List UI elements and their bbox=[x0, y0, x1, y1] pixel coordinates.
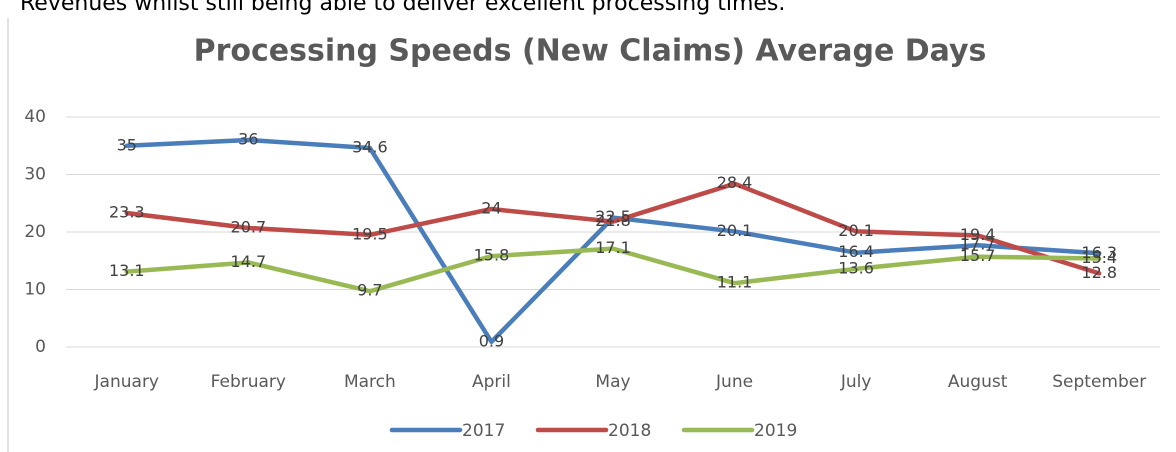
data-label: 23.3 bbox=[109, 203, 145, 222]
x-tick-label: July bbox=[840, 372, 872, 392]
series-line bbox=[124, 137, 1102, 345]
data-label: 16.3 bbox=[1081, 243, 1117, 262]
data-label: 14.7 bbox=[231, 252, 267, 271]
data-label: 19.5 bbox=[352, 224, 388, 243]
x-tick-label: May bbox=[595, 372, 630, 392]
data-label: 16.4 bbox=[838, 242, 874, 261]
data-label: 15.8 bbox=[474, 246, 510, 265]
chart-title: Processing Speeds (New Claims) Average D… bbox=[194, 34, 987, 69]
data-label: 13.1 bbox=[109, 261, 145, 280]
data-label: 19.4 bbox=[960, 225, 996, 244]
x-tick-label: January bbox=[94, 372, 159, 392]
data-label: 21.8 bbox=[595, 211, 631, 230]
data-label: 34.6 bbox=[352, 138, 388, 157]
data-label: 17.1 bbox=[595, 238, 631, 257]
data-label: 15.7 bbox=[960, 246, 996, 265]
x-tick-label: August bbox=[948, 372, 1008, 392]
data-label: 22.5 bbox=[595, 207, 631, 226]
data-label: 13.6 bbox=[838, 258, 874, 277]
x-tick-label: June bbox=[715, 372, 753, 392]
data-label: 28.4 bbox=[717, 173, 753, 192]
data-label: 20.1 bbox=[717, 221, 753, 240]
series-line bbox=[124, 246, 1102, 294]
data-label: 24 bbox=[481, 199, 501, 218]
data-label: 12.8 bbox=[1081, 263, 1117, 282]
data-label: 11.1 bbox=[717, 273, 753, 292]
data-label: 15.4 bbox=[1081, 248, 1117, 267]
y-tick-label: 40 bbox=[24, 107, 46, 127]
y-tick-label: 10 bbox=[24, 280, 46, 300]
data-label: 17.7 bbox=[960, 235, 996, 254]
legend-label: 2018 bbox=[608, 421, 651, 441]
x-tick-label: February bbox=[211, 372, 286, 392]
data-label: 36 bbox=[238, 130, 258, 149]
data-label: 20.7 bbox=[231, 217, 267, 236]
data-label: 9.7 bbox=[357, 281, 382, 300]
legend-label: 2019 bbox=[754, 421, 797, 441]
intro-text: Revenues whilst still being able to deli… bbox=[20, 0, 785, 16]
legend-label: 2017 bbox=[462, 421, 505, 441]
y-tick-label: 20 bbox=[24, 222, 46, 242]
data-label: 35 bbox=[117, 135, 137, 154]
x-tick-label: September bbox=[1052, 372, 1146, 392]
x-tick-label: March bbox=[344, 372, 396, 392]
data-label: 20.1 bbox=[838, 221, 874, 240]
y-tick-label: 0 bbox=[35, 337, 46, 357]
series-line bbox=[124, 181, 1102, 276]
y-tick-label: 30 bbox=[24, 165, 46, 185]
x-tick-label: April bbox=[472, 372, 511, 392]
data-label: 0.9 bbox=[479, 331, 504, 350]
